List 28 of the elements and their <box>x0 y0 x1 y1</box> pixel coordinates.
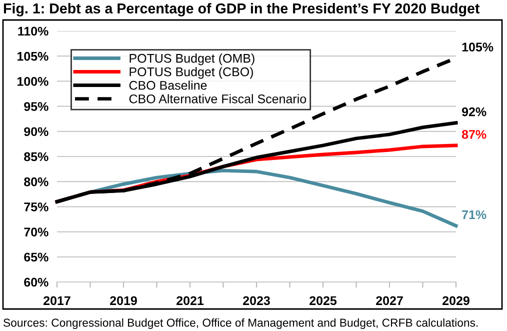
legend-label: POTUS Budget (CBO) <box>130 67 253 79</box>
y-tick-label: 100% <box>17 77 48 86</box>
y-tick-label: 70% <box>24 228 48 236</box>
x-tick-label: 2017 <box>44 296 70 306</box>
chart-title: Fig. 1: Debt as a Percentage of GDP in the President’s FY 2020 Budget <box>4 3 480 16</box>
data-label: 92% <box>462 107 486 116</box>
y-tick-label: 95% <box>24 102 48 111</box>
data-label: 105% <box>462 42 494 52</box>
legend-label: POTUS Budget (OMB) <box>130 54 254 66</box>
x-tick-label: 2027 <box>376 296 403 306</box>
y-tick-label: 80% <box>24 177 48 186</box>
legend-label: CBO Baseline <box>129 80 207 90</box>
legend-label: CBO Alternative Fiscal Scenario <box>129 94 306 104</box>
y-tick-label: 65% <box>24 252 48 262</box>
y-tick-label: 75% <box>24 202 48 212</box>
data-label: 87% <box>462 130 486 139</box>
x-tick-label: 2021 <box>176 296 204 306</box>
y-tick-label: 90% <box>24 127 48 136</box>
y-tick-label: 105% <box>17 52 48 61</box>
x-tick-label: 2029 <box>442 296 470 306</box>
x-tick-label: 2019 <box>110 296 137 306</box>
source-note: Sources: Congressional Budget Office, Office of Management and Budget, CRFB calculations. <box>4 318 478 329</box>
x-tick-label: 2023 <box>243 296 270 306</box>
x-tick-label: 2025 <box>310 296 337 306</box>
y-tick-label: 110% <box>18 26 48 36</box>
y-tick-label: 60% <box>24 278 48 287</box>
data-label: 71% <box>462 210 486 220</box>
y-tick-label: 85% <box>24 152 48 162</box>
